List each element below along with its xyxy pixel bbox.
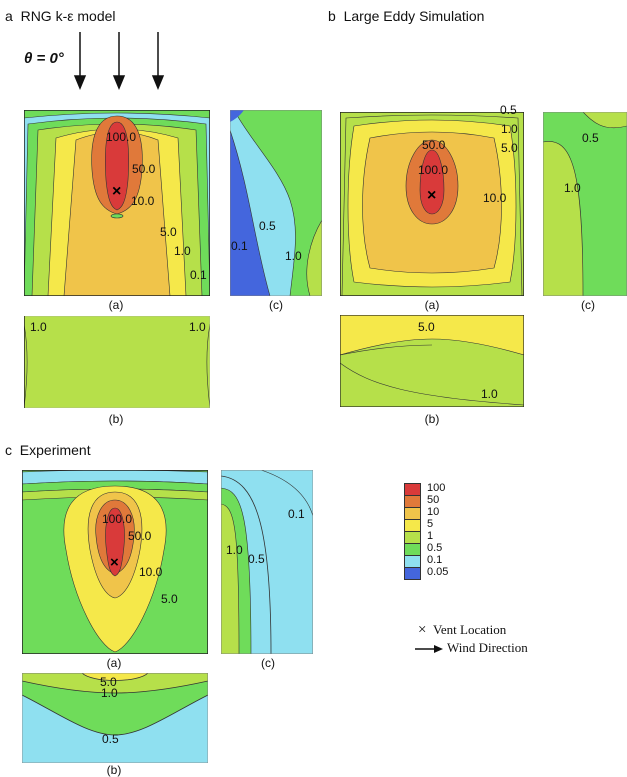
exp-b-label-05: 0.5 [102, 732, 119, 746]
rng-b-sublabel: (b) [108, 412, 124, 426]
vent-marker: × [112, 183, 121, 200]
rng-a-label-50: 50.0 [132, 162, 156, 176]
exp-c-label-05: 0.5 [248, 552, 265, 566]
rng-a-label-100: 100.0 [106, 130, 137, 144]
rng-a-label-5: 5.0 [160, 225, 177, 239]
panel-a-letter: a [5, 8, 13, 24]
exp-b-label-5: 5.0 [100, 675, 117, 689]
legend-row-05: 0.5 [404, 542, 604, 556]
rng-rear-view-plot [24, 316, 210, 408]
rng-c-label-1: 1.0 [285, 249, 302, 263]
rng-c-sublabel: (c) [269, 298, 283, 312]
exp-c-label-01: 0.1 [288, 507, 305, 521]
exp-a-label-50: 50.0 [128, 529, 152, 543]
legend-label-005: 0.05 [427, 566, 449, 578]
les-top-view-plot: × [340, 112, 524, 296]
legend-row-50: 50 [404, 494, 604, 508]
exp-c-label-1: 1.0 [226, 543, 243, 557]
legend-label-5: 5 [427, 518, 434, 530]
les-side-view-plot [543, 112, 627, 296]
exp-b-sublabel: (b) [106, 763, 122, 777]
vent-location-label: Vent Location [432, 622, 507, 637]
legend-row-005: 0.05 [404, 566, 604, 580]
les-a-label-5: 5.0 [501, 141, 518, 155]
wind-angle-label: θ = 0° [24, 50, 64, 67]
les-b-label-5: 5.0 [418, 320, 435, 334]
legend-label-100: 100 [427, 482, 446, 494]
les-c-sublabel: (c) [581, 298, 595, 312]
les-a-label-1: 1.0 [501, 122, 518, 136]
rng-c-label-05: 0.5 [259, 219, 276, 233]
exp-rear-view-plot [22, 673, 208, 763]
les-b-label-1: 1.0 [481, 387, 498, 401]
legend-wind: Wind Direction [414, 640, 528, 656]
rng-top-view-plot: × [24, 110, 210, 296]
rng-b-label-left: 1.0 [30, 320, 47, 334]
les-a-sublabel: (a) [424, 298, 440, 312]
rng-a-label-01: 0.1 [190, 268, 207, 282]
exp-side-view-plot [221, 470, 313, 654]
les-a-label-05: 0.5 [500, 103, 517, 117]
les-rear-view-plot [340, 315, 524, 407]
legend-swatch-005 [404, 567, 421, 580]
panel-c-title-text: Experiment [19, 442, 91, 458]
legend-row-100: 100 [404, 482, 604, 496]
legend-label-01: 0.1 [427, 554, 443, 566]
vent-marker-exp: × [110, 554, 119, 571]
wind-direction-label: Wind Direction [447, 640, 528, 655]
les-c-label-05: 0.5 [582, 131, 599, 145]
panel-a-title-text: RNG k-ε model [20, 8, 116, 24]
les-a-label-100: 100.0 [418, 163, 449, 177]
rng-c-label-01: 0.1 [231, 239, 248, 253]
rng-a-label-10: 10.0 [131, 194, 155, 208]
legend-row-5: 5 [404, 518, 604, 532]
vent-marker-les: × [427, 187, 436, 204]
legend-vent: × Vent Location [418, 622, 506, 639]
panel-b-title: b Large Eddy Simulation [328, 8, 484, 24]
les-c-label-1: 1.0 [564, 181, 581, 195]
les-b-sublabel: (b) [424, 412, 440, 426]
panel-a-title: a RNG k-ε model [5, 8, 116, 24]
rng-a-sublabel: (a) [108, 298, 124, 312]
exp-b-label-1: 1.0 [101, 686, 118, 700]
wind-arrows [73, 32, 165, 90]
panel-c-title: c Experiment [5, 442, 91, 458]
les-a-label-50: 50.0 [422, 138, 446, 152]
legend-label-05: 0.5 [427, 542, 443, 554]
exp-a-label-10: 10.0 [139, 565, 163, 579]
legend-label-50: 50 [427, 494, 440, 506]
legend-row-01: 0.1 [404, 554, 604, 568]
rng-a-label-1: 1.0 [174, 244, 191, 258]
legend-label-1: 1 [427, 530, 434, 542]
wind-arrow-icon [415, 645, 443, 654]
panel-c-letter: c [5, 442, 12, 458]
vent-symbol-icon: × [418, 622, 427, 638]
les-a-label-10: 10.0 [483, 191, 507, 205]
exp-top-view-plot: × [22, 470, 208, 654]
rng-side-view-plot [230, 110, 322, 296]
exp-a-label-100: 100.0 [102, 512, 133, 526]
rng-b-label-right: 1.0 [189, 320, 206, 334]
panel-b-title-text: Large Eddy Simulation [343, 8, 485, 24]
exp-a-sublabel: (a) [106, 656, 122, 670]
exp-a-label-5: 5.0 [161, 592, 178, 606]
exp-c-sublabel: (c) [261, 656, 275, 670]
panel-b-letter: b [328, 8, 336, 24]
legend-label-10: 10 [427, 506, 440, 518]
legend-row-1: 1 [404, 530, 604, 544]
legend-row-10: 10 [404, 506, 604, 520]
